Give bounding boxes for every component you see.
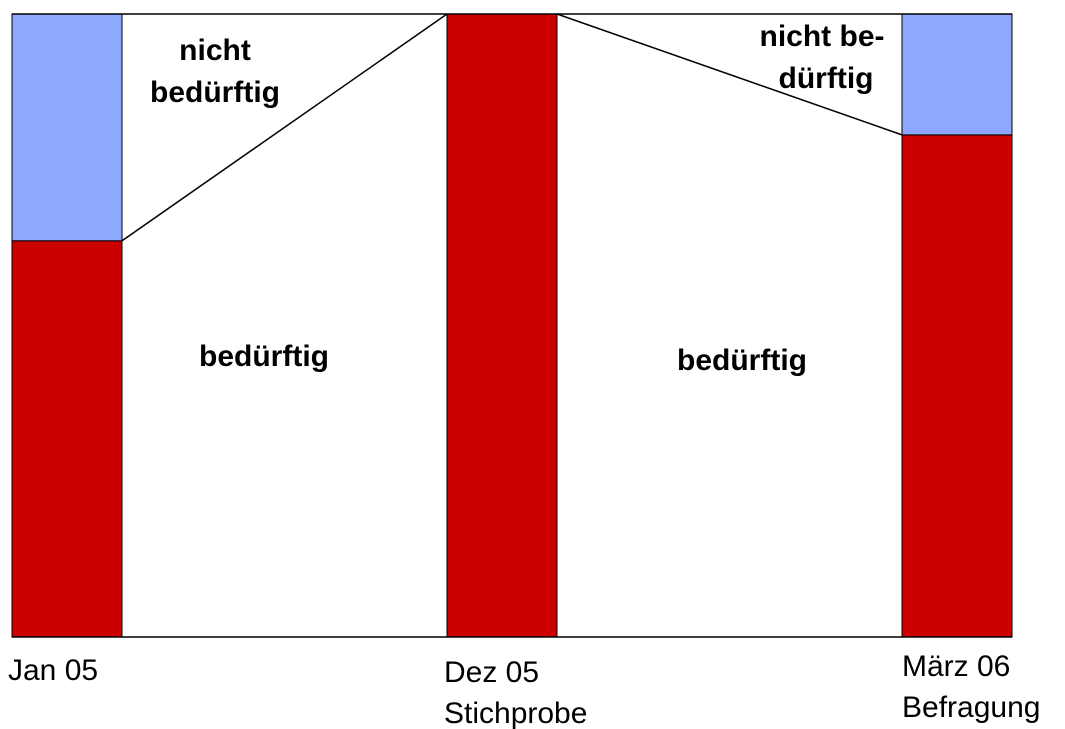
bar-segment — [901, 13, 1013, 136]
annotation: nicht — [179, 34, 251, 67]
bar-segment — [11, 13, 123, 242]
annotation: bedürftig — [150, 76, 280, 109]
annotation: nicht be- — [760, 20, 885, 53]
x-tick-label: Jan 05 — [8, 654, 98, 687]
annotation: bedürftig — [199, 340, 329, 373]
x-tick-label: Stichprobe — [444, 697, 587, 729]
x-tick-label: Befragung — [902, 691, 1040, 724]
annotation: dürftig — [779, 62, 874, 95]
bar-segment — [446, 13, 558, 638]
bar-segment — [11, 240, 123, 638]
annotation: bedürftig — [677, 344, 807, 377]
x-tick-label: Dez 05 — [444, 656, 539, 689]
bar-segment — [901, 134, 1013, 638]
connector — [121, 13, 448, 242]
connector — [556, 13, 903, 136]
x-tick-label: März 06 — [902, 650, 1010, 683]
